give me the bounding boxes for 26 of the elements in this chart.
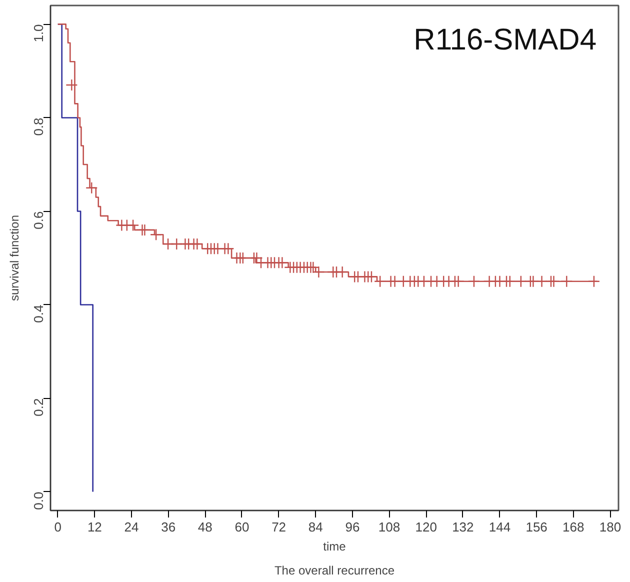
x-tick-label: 48 xyxy=(198,520,212,534)
x-tick-label: 108 xyxy=(378,520,400,534)
x-tick-label: 168 xyxy=(562,520,584,534)
y-tick-label: 1.0 xyxy=(31,24,46,42)
x-tick-label: 60 xyxy=(234,520,250,534)
x-tick-label: 96 xyxy=(345,520,360,534)
x-tick-label: 120 xyxy=(415,520,437,534)
x-tick-label: 24 xyxy=(124,520,139,534)
x-tick-label: 0 xyxy=(54,520,62,534)
y-tick-label: 0.0 xyxy=(31,492,46,510)
x-tick-label: 132 xyxy=(452,520,474,534)
y-tick-label: 0.6 xyxy=(31,211,46,230)
x-tick-label: 156 xyxy=(526,520,548,534)
text: R116-SMAD4 xyxy=(414,24,596,56)
x-tick-label: 84 xyxy=(308,520,323,534)
y-tick-label: 0.4 xyxy=(31,304,46,323)
x-tick-label: 12 xyxy=(87,520,102,534)
y-tick-label: 0.2 xyxy=(31,398,46,416)
y-tick-label: 0.8 xyxy=(31,118,46,136)
x-tick-label: 144 xyxy=(488,520,511,534)
y-axis-title: survival function xyxy=(8,214,22,302)
text: The overall recurrence xyxy=(274,564,395,578)
x-tick-label: 180 xyxy=(599,520,622,534)
x-axis-title: time xyxy=(323,540,346,554)
x-tick-label: 36 xyxy=(161,520,176,534)
x-tick-label: 72 xyxy=(272,520,286,534)
